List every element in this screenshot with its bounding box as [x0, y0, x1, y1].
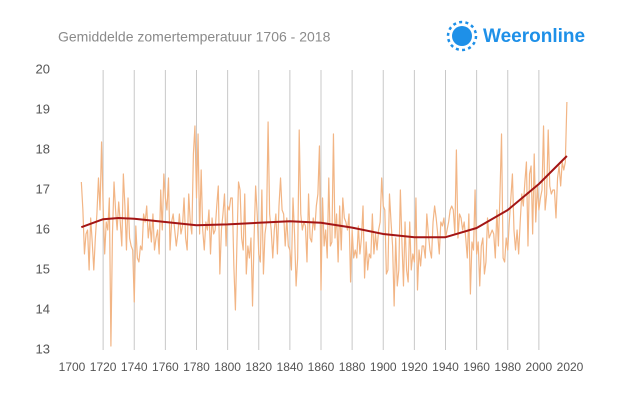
y-tick-label: 19	[36, 101, 50, 116]
x-tick-label: 1800	[214, 360, 241, 374]
y-tick-label: 14	[36, 301, 50, 316]
brand-name: Weeronline	[483, 26, 585, 47]
y-tick-label: 16	[36, 221, 50, 236]
x-tick-label: 1960	[463, 360, 490, 374]
temperature-line	[80, 101, 568, 347]
x-tick-label: 1820	[245, 360, 272, 374]
x-tick-label: 1940	[432, 360, 459, 374]
chart-title: Gemiddelde zomertemperatuur 1706 - 2018	[58, 29, 331, 45]
logo-rays	[446, 20, 478, 52]
x-tick-label: 2000	[526, 360, 553, 374]
logo-sun	[452, 26, 472, 46]
y-tick-label: 20	[36, 61, 50, 76]
y-tick-label: 17	[36, 181, 50, 196]
y-tick-label: 13	[36, 341, 50, 356]
y-tick-label: 18	[36, 141, 50, 156]
x-tick-label: 1720	[90, 360, 117, 374]
x-tick-label: 1760	[152, 360, 179, 374]
trend-line	[80, 155, 568, 239]
x-tick-label: 1900	[370, 360, 397, 374]
x-tick-label: 1780	[183, 360, 210, 374]
x-tick-label: 1700	[59, 360, 86, 374]
brand-logo: Weeronline	[446, 20, 585, 52]
x-tick-label: 1880	[339, 360, 366, 374]
x-tick-label: 1740	[121, 360, 148, 374]
x-tick-label: 1860	[308, 360, 335, 374]
x-tick-label: 2020	[557, 360, 584, 374]
x-tick-label: 1840	[277, 360, 304, 374]
y-tick-label: 15	[36, 261, 50, 276]
x-tick-label: 1980	[494, 360, 521, 374]
x-tick-label: 1920	[401, 360, 428, 374]
